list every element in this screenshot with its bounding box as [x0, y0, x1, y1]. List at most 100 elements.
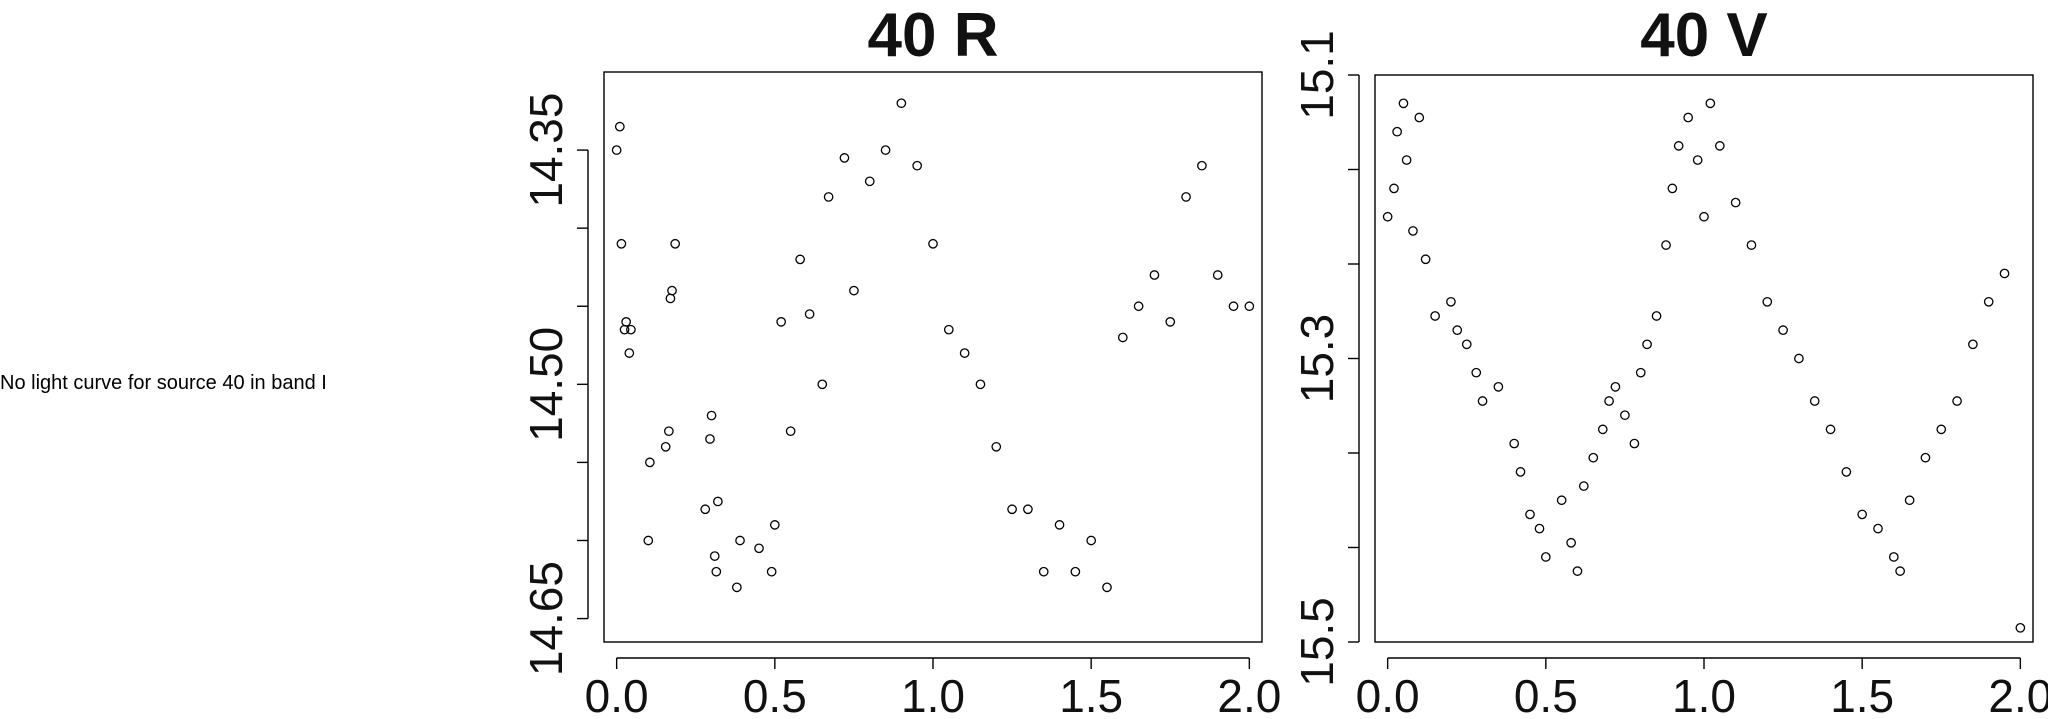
- data-point: [614, 121, 625, 132]
- data-point: [621, 317, 631, 327]
- data-point: [1566, 537, 1576, 548]
- panel-40-v: 40 V 0.0 0.5 1.0 1.5 2.0 15.1 15.3 15.5: [1291, 1, 2048, 719]
- data-point: [664, 426, 674, 437]
- data-point: [1389, 183, 1399, 194]
- x-tick-label: 0.0: [1356, 670, 1420, 719]
- data-point: [896, 98, 907, 109]
- chart-title: 40 V: [1640, 1, 1768, 70]
- plot-frame: [603, 71, 1263, 643]
- data-point: [823, 192, 834, 202]
- data-point: [795, 254, 805, 265]
- data-point: [1825, 424, 1836, 435]
- data-point: [1197, 160, 1207, 171]
- data-point: [1461, 339, 1472, 350]
- data-point: [1888, 552, 1899, 562]
- data-point: [1446, 296, 1456, 307]
- data-point: [1181, 192, 1191, 202]
- data-point: [839, 153, 850, 163]
- data-point: [1692, 155, 1703, 165]
- data-point: [1699, 211, 1709, 222]
- data-point: [1705, 98, 1716, 109]
- data-point: [804, 309, 815, 319]
- data-point: [1794, 353, 1804, 364]
- data-point: [1398, 98, 1409, 109]
- data-point: [959, 348, 970, 358]
- data-point: [1165, 317, 1176, 327]
- data-point: [928, 238, 938, 249]
- data-point: [624, 348, 635, 358]
- x-tick-label: 1.0: [901, 670, 965, 719]
- data-point: [1683, 112, 1694, 123]
- data-point: [1904, 495, 1915, 506]
- data-point: [1228, 301, 1239, 312]
- data-point: [1414, 112, 1425, 123]
- data-point: [912, 160, 923, 171]
- data-point: [1515, 467, 1526, 477]
- x-tick-label: 0.5: [743, 670, 807, 719]
- data-point: [754, 543, 764, 554]
- data-point: [645, 457, 655, 468]
- data-point: [1604, 396, 1614, 406]
- data-point: [1525, 509, 1535, 520]
- data-point: [1778, 325, 1788, 335]
- data-point: [1133, 301, 1144, 312]
- data-point: [660, 441, 671, 452]
- data-point: [611, 145, 622, 155]
- data-point: [1629, 438, 1640, 449]
- data-point: [766, 566, 777, 577]
- x-tick-label: 1.5: [1059, 670, 1123, 719]
- panel-40-r: 40 R 0.0 0.5 1.0 1.5 2.0 14.35 14.50 14.65: [520, 1, 1281, 719]
- data-point: [1244, 301, 1255, 312]
- data-point: [776, 317, 787, 327]
- no-light-curve-note: No light curve for source 40 in band I: [0, 372, 327, 394]
- data-point: [1038, 566, 1049, 577]
- data-point: [1392, 126, 1402, 137]
- data-point: [713, 496, 723, 507]
- data-point: [1673, 141, 1684, 151]
- y-tick-label: 15.5: [1291, 597, 1343, 687]
- data-point: [706, 410, 717, 421]
- data-point: [849, 285, 859, 296]
- data-point: [1651, 311, 1662, 321]
- data-point: [643, 535, 654, 546]
- data-point: [626, 324, 636, 335]
- x-tick-label: 0.0: [585, 670, 649, 719]
- data-point: [975, 379, 986, 390]
- data-point: [665, 293, 676, 304]
- data-point: [667, 285, 677, 296]
- data-point: [1635, 367, 1646, 378]
- x-tick-label: 2.0: [1988, 670, 2048, 719]
- data-point: [1610, 381, 1621, 392]
- data-point: [1534, 523, 1545, 534]
- data-point: [1667, 183, 1678, 194]
- data-point: [1572, 566, 1583, 576]
- data-point: [1149, 270, 1160, 280]
- data-point: [1477, 396, 1488, 406]
- data-point: [1714, 141, 1725, 151]
- data-point: [1382, 211, 1393, 222]
- data-point: [1762, 296, 1773, 307]
- data-point: [1420, 254, 1431, 265]
- data-point: [864, 176, 875, 187]
- data-point: [709, 551, 720, 561]
- data-point: [616, 238, 627, 249]
- data-point: [769, 520, 780, 530]
- data-point: [711, 566, 722, 577]
- data-point: [705, 434, 715, 444]
- data-point: [1493, 381, 1504, 392]
- x-tick-label: 1.5: [1830, 670, 1894, 719]
- data-point: [785, 426, 796, 437]
- data-point: [991, 441, 1002, 452]
- y-tick-label: 14.50: [520, 327, 572, 442]
- data-point: [1730, 197, 1741, 208]
- data-point: [1471, 367, 1482, 378]
- data-point: [1452, 325, 1463, 335]
- data-point: [1117, 332, 1128, 343]
- data-point: [1873, 523, 1883, 534]
- data-point: [1968, 339, 1978, 350]
- data-point: [1999, 268, 2010, 279]
- data-point: [700, 504, 711, 515]
- data-point: [1023, 504, 1033, 515]
- data-point: [1841, 467, 1852, 477]
- data-point: [670, 238, 681, 249]
